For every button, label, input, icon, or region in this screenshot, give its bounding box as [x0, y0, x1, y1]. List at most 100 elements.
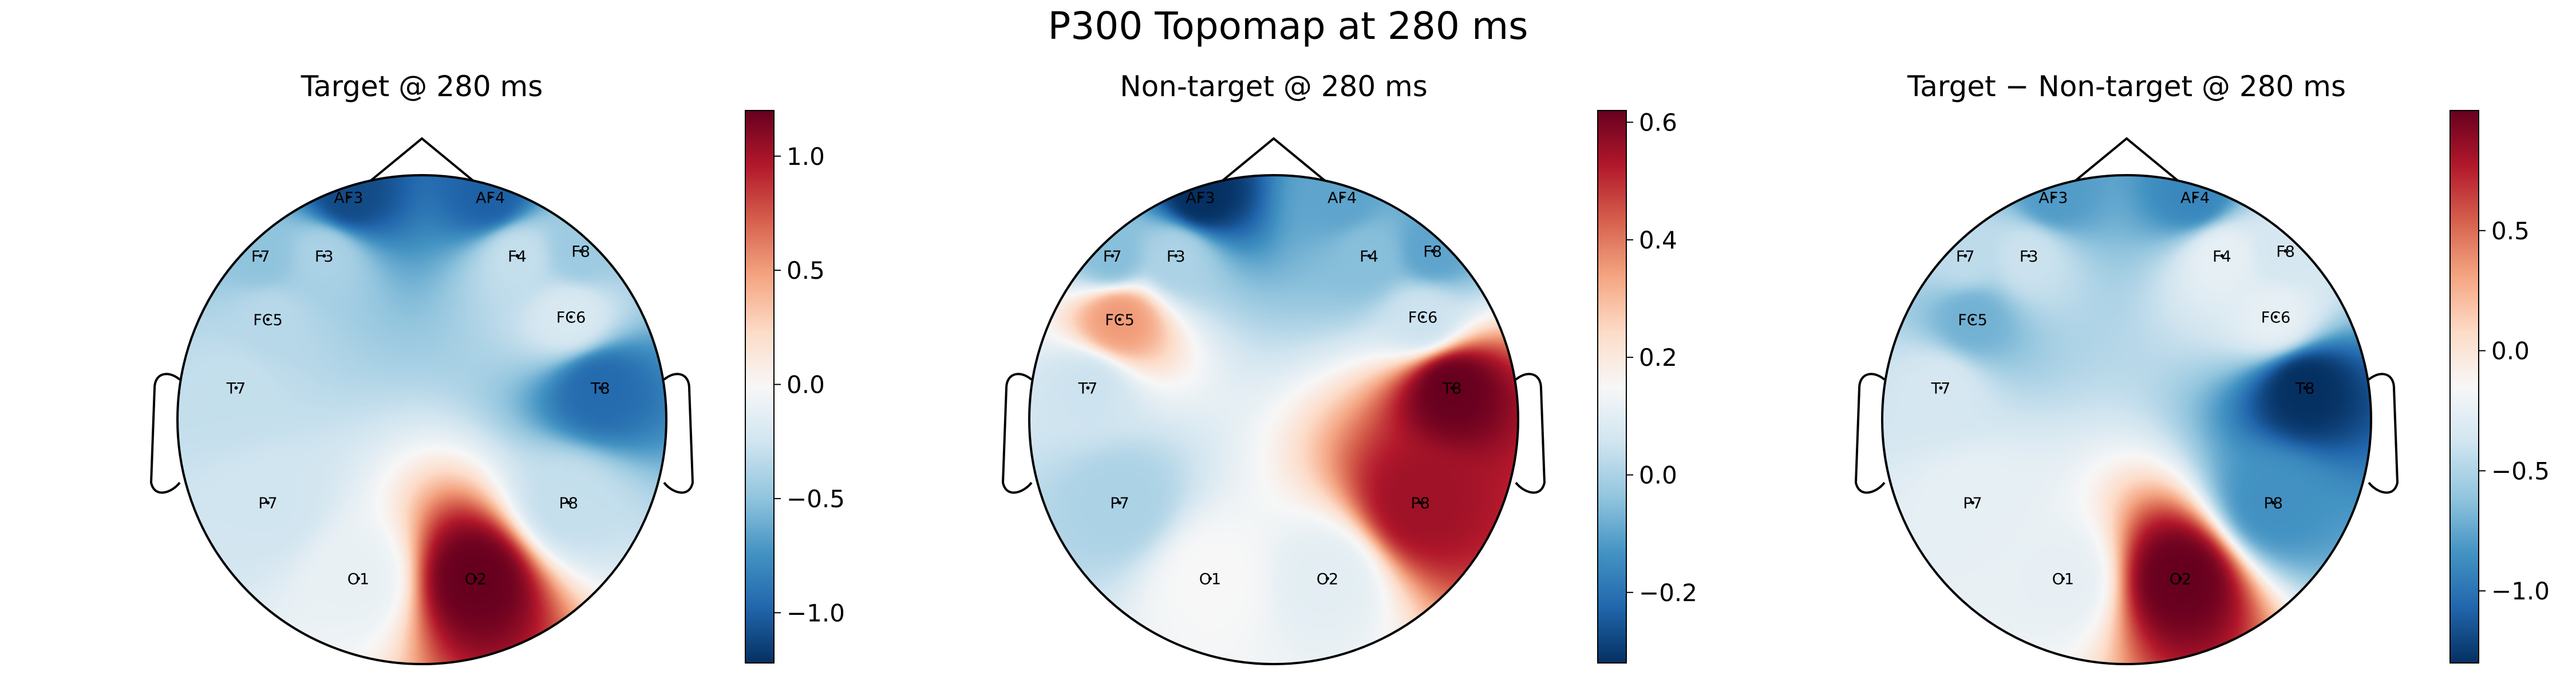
electrode-marker	[2193, 195, 2197, 199]
electrode-label: F8	[571, 243, 590, 260]
colorbar-tick-label: −1.0	[787, 599, 845, 627]
electrode-label: FC6	[2261, 309, 2291, 327]
electrode-marker	[234, 386, 238, 390]
electrode-marker	[1117, 317, 1121, 321]
electrode-label: FC6	[1408, 309, 1438, 327]
electrode-marker	[266, 501, 270, 505]
colorbar-tick-label: −0.2	[1639, 579, 1697, 607]
electrode-marker	[598, 386, 602, 390]
colorbar	[2449, 110, 2479, 664]
colorbar-tick-label: 1.0	[787, 143, 825, 171]
electrode-marker	[2178, 577, 2182, 581]
electrode-marker	[1325, 577, 1329, 581]
topomap-field	[177, 175, 666, 664]
electrode-label: F3	[2020, 248, 2038, 266]
electrode-marker	[1208, 577, 1212, 581]
nose	[2074, 137, 2179, 182]
electrode-marker	[2027, 254, 2031, 258]
colorbar-tick-label: 0.4	[1639, 226, 1677, 254]
electrode-marker	[1117, 501, 1121, 505]
electrode-marker	[488, 195, 492, 199]
electrode-label: O2	[465, 571, 487, 589]
figure-title: P300 Topomap at 280 ms	[1048, 4, 1528, 48]
panels: Target @ 280 ms AF3 AF4 F7 F3 F4 F8 FC5 FC6 T7 T8 P…	[149, 70, 2550, 665]
topomap-panel: Non-target @ 280 ms AF3 AF4 F7 F3 F4 F8 FC5 FC6 T…	[1001, 70, 1697, 665]
panel-title: Non-target @ 280 ms	[1120, 70, 1428, 103]
electrode-label: F4	[2212, 248, 2231, 266]
right-ear	[2368, 373, 2399, 494]
electrode-label: P8	[1411, 495, 1429, 512]
electrode-label: P7	[258, 495, 277, 512]
electrode-label: T7	[1078, 380, 1098, 397]
colorbar-tick-label: 0.0	[2491, 337, 2530, 365]
electrode-marker	[1970, 317, 1974, 321]
electrode-label: O1	[2052, 571, 2074, 589]
electrode-marker	[346, 195, 350, 199]
electrode-marker	[1367, 254, 1371, 258]
electrode-label: F8	[2276, 243, 2295, 260]
electrode-marker	[1421, 315, 1425, 319]
electrode-marker	[579, 249, 583, 253]
head-outline	[176, 174, 667, 665]
electrode-marker	[356, 577, 360, 581]
electrode-marker	[2051, 195, 2055, 199]
electrode-label: T8	[590, 380, 610, 397]
electrode-marker	[1086, 386, 1090, 390]
electrode-label: F4	[1360, 248, 1378, 266]
electrode-marker	[266, 317, 270, 321]
right-ear	[663, 373, 694, 494]
electrode-label: T8	[1442, 380, 1462, 397]
electrode-label: AF3	[2038, 189, 2068, 207]
electrode-label: FC5	[1105, 311, 1135, 329]
electrode-marker	[259, 254, 263, 258]
electrode-label: F4	[508, 248, 527, 266]
electrode-label: O1	[347, 571, 369, 589]
electrode-marker	[1340, 195, 1344, 199]
electrode-label: F3	[315, 248, 334, 266]
electrode-marker	[2220, 254, 2224, 258]
electrode-marker	[1963, 254, 1967, 258]
electrode-label: P8	[2263, 495, 2282, 512]
electrode-marker	[1970, 501, 1974, 505]
electrode-label: F3	[1167, 248, 1186, 266]
colorbar-tick-label: −0.5	[2491, 457, 2550, 485]
right-ear	[1515, 373, 1546, 494]
electrode-marker	[569, 315, 573, 319]
electrode-label: F7	[1956, 248, 1975, 266]
electrode-label: AF4	[2180, 189, 2210, 207]
colorbar-tick-label: 0.0	[1639, 461, 1677, 489]
electrode-label: AF3	[1186, 189, 1215, 207]
left-ear	[1001, 373, 1033, 494]
electrode-label: P7	[1110, 495, 1129, 512]
electrode-label: O1	[1199, 571, 1221, 589]
head-outline	[1881, 174, 2372, 665]
colorbar-tick-label: −0.5	[787, 485, 845, 513]
electrode-label: F7	[1103, 248, 1122, 266]
electrode-label: FC5	[253, 311, 283, 329]
topomap-field	[1882, 175, 2371, 664]
electrode-marker	[2274, 315, 2278, 319]
electrode-label: T7	[226, 380, 246, 397]
electrode-label: FC6	[556, 309, 586, 327]
electrode-label: P7	[1963, 495, 1982, 512]
electrode-marker	[1431, 249, 1435, 253]
electrode-label: AF4	[1327, 189, 1357, 207]
electrode-label: T7	[1931, 380, 1951, 397]
left-ear	[1854, 373, 1886, 494]
colorbar-tick-label: 0.0	[787, 371, 825, 399]
electrode-label: T8	[2295, 380, 2315, 397]
head-outline	[1028, 174, 1519, 665]
electrode-label: AF4	[476, 189, 505, 207]
electrode-marker	[515, 254, 519, 258]
electrode-marker	[567, 501, 571, 505]
panel-title: Target @ 280 ms	[301, 70, 543, 103]
electrode-label: O2	[2170, 571, 2191, 589]
colorbar-tick-label: −1.0	[2491, 577, 2550, 605]
colorbar-tick-label: 0.5	[2491, 217, 2530, 245]
electrode-marker	[1111, 254, 1115, 258]
electrode-label: FC5	[1958, 311, 1988, 329]
electrode-marker	[473, 577, 477, 581]
electrode-marker	[2283, 249, 2287, 253]
colorbar-tick-label: 0.5	[787, 256, 825, 285]
